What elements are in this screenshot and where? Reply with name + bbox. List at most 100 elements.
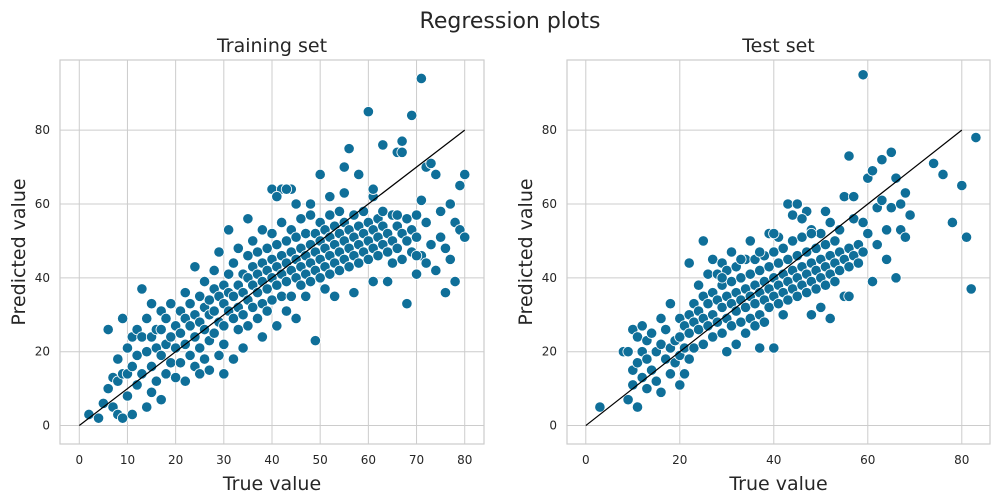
- test-point: [631, 331, 644, 343]
- test-x-axis-label: True value: [728, 473, 827, 495]
- training-y-tick-label: 80: [35, 123, 50, 137]
- training-point: [280, 183, 293, 195]
- training-point: [242, 213, 254, 225]
- test-point: [866, 275, 879, 288]
- test-point: [871, 239, 883, 251]
- training-point: [179, 375, 191, 387]
- training-point: [290, 312, 302, 325]
- test-y-tick-label: 80: [542, 123, 557, 137]
- test-point: [819, 205, 832, 217]
- training-point: [251, 312, 264, 325]
- training-point: [401, 213, 413, 225]
- test-point: [885, 202, 897, 214]
- test-point: [805, 309, 818, 321]
- test-point: [688, 342, 700, 354]
- test-point: [965, 283, 977, 295]
- training-point: [155, 323, 167, 336]
- training-x-tick-label: 40: [264, 453, 279, 467]
- training-point: [343, 261, 355, 273]
- training-point: [382, 246, 394, 258]
- test-plot: 0 20 40 60 80 0 20 40 60 80 Test set True value Pred…: [515, 35, 991, 495]
- test-point: [707, 331, 719, 343]
- training-point: [410, 250, 423, 262]
- test-y-tick-label: 60: [542, 197, 557, 211]
- test-point: [631, 357, 644, 369]
- test-point: [885, 146, 897, 158]
- training-point: [300, 290, 312, 302]
- test-point: [805, 227, 818, 240]
- training-point: [136, 331, 148, 343]
- training-point: [208, 264, 220, 277]
- test-point: [655, 338, 667, 350]
- test-point: [674, 379, 686, 391]
- training-point: [256, 224, 268, 236]
- training-point: [372, 250, 384, 262]
- training-point: [203, 294, 215, 306]
- training-point: [377, 139, 389, 151]
- training-point: [430, 264, 442, 277]
- test-y-tick-label: 20: [542, 345, 557, 359]
- training-point: [333, 264, 346, 277]
- training-point: [184, 320, 196, 332]
- training-point: [324, 191, 336, 203]
- test-point: [725, 320, 738, 332]
- training-point: [261, 305, 273, 317]
- training-point: [410, 231, 423, 243]
- test-point: [801, 287, 813, 299]
- training-point: [218, 320, 230, 332]
- training-point: [208, 305, 220, 317]
- training-point: [295, 279, 307, 291]
- training-point: [170, 371, 182, 384]
- training-point: [271, 239, 283, 251]
- test-point: [730, 338, 742, 350]
- training-x-tick-label: 20: [168, 453, 183, 467]
- training-point: [430, 168, 442, 181]
- test-x-tick-label: 20: [672, 453, 687, 467]
- test-point: [782, 253, 794, 265]
- test-point: [956, 179, 968, 192]
- test-point: [960, 231, 973, 243]
- training-point: [396, 253, 408, 265]
- training-point: [314, 272, 326, 284]
- test-point: [937, 168, 949, 181]
- training-point: [391, 209, 403, 221]
- test-point: [768, 246, 780, 258]
- training-point: [362, 253, 374, 265]
- test-point: [782, 198, 794, 210]
- test-point: [739, 327, 752, 339]
- training-point: [261, 283, 273, 295]
- test-y-axis-label: Predicted value: [515, 178, 537, 325]
- training-point: [377, 205, 389, 217]
- test-point: [758, 316, 771, 328]
- test-point: [824, 312, 836, 325]
- test-axes-frame: [566, 59, 991, 445]
- test-point: [683, 353, 695, 365]
- test-point: [739, 301, 752, 313]
- training-point: [247, 301, 259, 313]
- test-point: [829, 235, 841, 247]
- training-x-tick-label: 80: [457, 453, 472, 467]
- training-point: [459, 231, 471, 243]
- training-point: [227, 312, 240, 325]
- test-point: [852, 257, 865, 269]
- training-point: [362, 106, 374, 118]
- training-point: [92, 412, 105, 424]
- test-point: [880, 253, 893, 265]
- test-title: Test set: [741, 35, 815, 57]
- training-point: [189, 261, 201, 273]
- training-point: [232, 323, 244, 336]
- training-point: [425, 239, 437, 251]
- training-point: [247, 235, 259, 247]
- training-point: [406, 109, 418, 121]
- test-x-tick-label: 40: [766, 453, 781, 467]
- training-point: [333, 205, 346, 217]
- training-x-tick-label: 0: [75, 453, 83, 467]
- training-y-tick-label: 0: [42, 419, 50, 433]
- training-point: [338, 187, 350, 199]
- test-point: [744, 268, 756, 280]
- training-x-tick-label: 30: [216, 453, 231, 467]
- training-point: [227, 290, 240, 302]
- training-point: [420, 216, 432, 229]
- test-point: [716, 327, 728, 339]
- test-point: [674, 331, 686, 343]
